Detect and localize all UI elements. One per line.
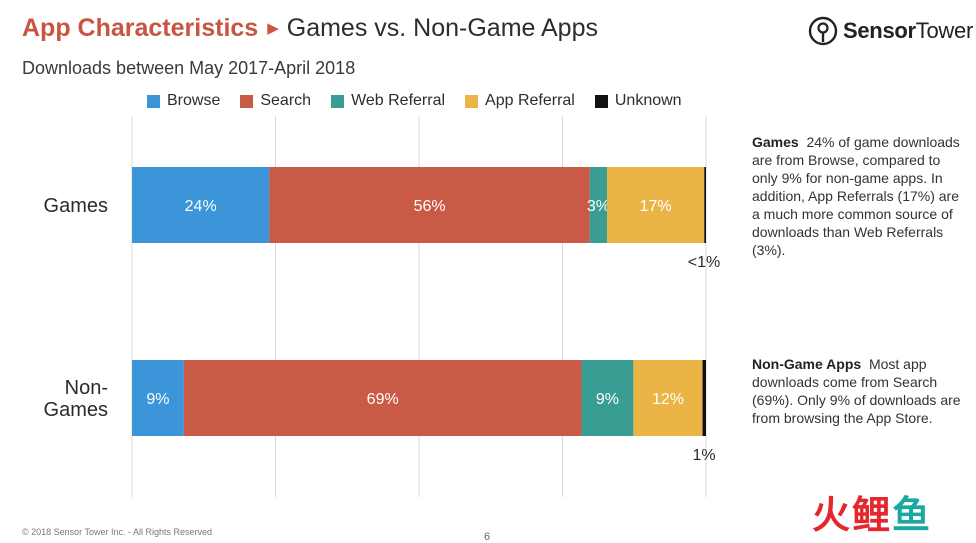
watermark-char: 鱼 xyxy=(892,495,931,537)
bar-unknown-0 xyxy=(704,167,706,243)
sensor-tower-logo-icon xyxy=(808,16,838,46)
legend-item-unknown: Unknown xyxy=(594,92,682,110)
data-label-browse-0: 24% xyxy=(185,198,217,215)
chart-legend: Browse Search Web Referral App Referral Unkn… xyxy=(147,92,702,110)
data-label-web-referral-0: 3% xyxy=(587,198,610,215)
footer-copyright: © 2018 Sensor Tower Inc. - All Rights Re… xyxy=(22,527,213,537)
bar-browse-0 xyxy=(132,167,270,243)
bar-app-referral-1 xyxy=(633,360,703,436)
data-label-browse-1: 9% xyxy=(146,391,169,408)
bar-web-referral-0 xyxy=(589,167,607,243)
data-label-app-referral-1: 12% xyxy=(652,391,684,408)
bar-browse-1 xyxy=(132,360,184,436)
data-label-web-referral-1: 9% xyxy=(596,391,619,408)
watermark-char: 鲤 xyxy=(852,495,891,537)
chart-subtitle: Downloads between May 2017-April 2018 xyxy=(22,58,356,78)
note-games-heading: Games xyxy=(752,134,799,150)
bar-unknown-1 xyxy=(702,360,706,436)
note-non-games: Non-Game Apps Most app downloads come fr… xyxy=(752,355,962,427)
legend-item-browse: Browse xyxy=(147,92,220,110)
note-non-games-text: Most app downloads come from Search (69%… xyxy=(752,356,961,426)
page-title: App Characteristics xyxy=(22,14,259,42)
legend-item-app-referral: App Referral xyxy=(465,92,575,110)
logo-text-rest: Tower xyxy=(915,18,973,43)
data-label-search-1: 69% xyxy=(367,391,399,408)
sensor-tower-logo: SensorTower xyxy=(808,16,973,46)
legend-label: Search xyxy=(260,92,312,109)
category-label-0: Games xyxy=(44,195,108,217)
legend-swatch xyxy=(240,94,254,108)
legend-swatch xyxy=(594,94,608,108)
page-subtitle-title: Games vs. Non-Game Apps xyxy=(286,14,598,42)
note-non-games-heading: Non-Game Apps xyxy=(752,356,862,372)
legend-label: App Referral xyxy=(485,92,575,109)
legend-item-search: Search xyxy=(240,92,311,110)
legend-label: Web Referral xyxy=(351,92,446,109)
outside-label-1: 1% xyxy=(692,447,715,464)
bar-search-1 xyxy=(183,360,582,436)
note-games-text: 24% of game downloads are from Browse, c… xyxy=(752,134,960,258)
logo-text: SensorTower xyxy=(843,18,973,44)
watermark-logo: 火鲤鱼 xyxy=(812,496,932,536)
bar-web-referral-1 xyxy=(581,360,634,436)
page-number: 6 xyxy=(484,531,491,543)
logo-text-bold: Sensor xyxy=(843,18,916,43)
title-row: App Characteristics ▶ Games vs. Non-Game A… xyxy=(22,14,598,43)
legend-swatch xyxy=(465,94,479,108)
note-games: Games 24% of game downloads are from Bro… xyxy=(752,133,962,259)
caret-right-icon: ▶ xyxy=(267,20,279,37)
legend-item-web-referral: Web Referral xyxy=(331,92,445,110)
category-label-1: Non-Games xyxy=(44,377,108,421)
bar-app-referral-0 xyxy=(606,167,705,243)
bar-search-0 xyxy=(269,167,590,243)
legend-swatch xyxy=(147,94,160,108)
data-label-search-0: 56% xyxy=(414,198,446,215)
legend-label: Browse xyxy=(167,92,221,109)
outside-label-0: <1% xyxy=(688,254,720,271)
data-label-app-referral-0: 17% xyxy=(640,198,672,215)
legend-swatch xyxy=(331,94,345,108)
legend-label: Unknown xyxy=(614,92,682,109)
watermark-char: 火 xyxy=(812,495,851,537)
